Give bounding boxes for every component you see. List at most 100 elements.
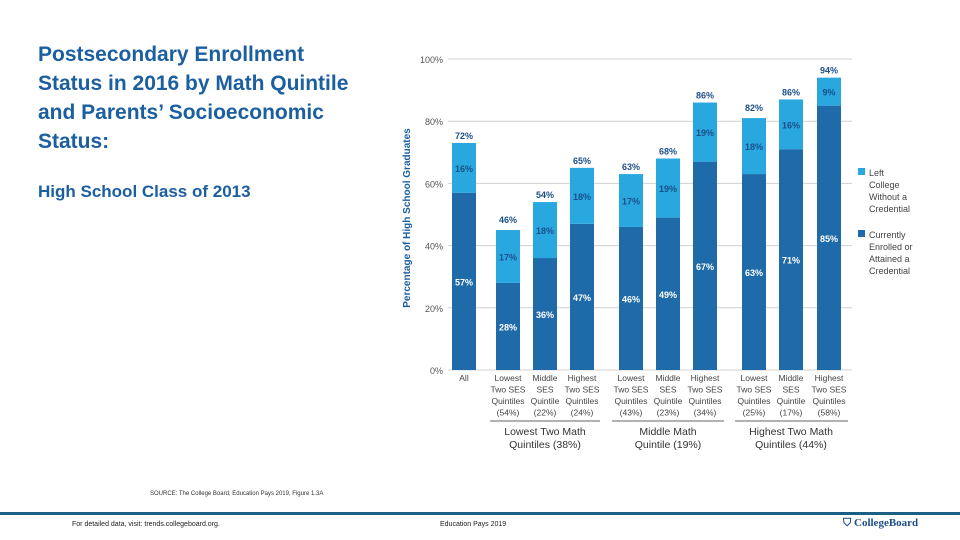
bar-enrolled bbox=[742, 174, 766, 370]
bar-enrolled bbox=[779, 149, 803, 370]
collegeboard-logo: ⛉ CollegeBoard bbox=[843, 517, 919, 529]
group-label: Quintile (19%) bbox=[635, 439, 702, 451]
footer-publication: Education Pays 2019 bbox=[440, 521, 507, 528]
legend-label: Enrolled or bbox=[869, 242, 913, 252]
x-tick-label: (24%) bbox=[571, 408, 594, 418]
total-label: 82% bbox=[745, 103, 763, 113]
value-label-left: 16% bbox=[782, 120, 800, 130]
bar-left-college bbox=[496, 230, 520, 283]
y-tick-label: 60% bbox=[425, 179, 443, 189]
bar-left-college bbox=[817, 77, 841, 106]
x-tick-label: SES bbox=[782, 385, 799, 395]
bar-enrolled bbox=[619, 226, 643, 370]
y-axis-label: Percentage of High School Graduates bbox=[402, 128, 413, 308]
bar-left-college bbox=[452, 142, 476, 193]
x-tick-label: Quintile bbox=[654, 396, 683, 406]
x-tick-label: Highest bbox=[568, 373, 597, 383]
value-label-left: 9% bbox=[822, 88, 835, 98]
total-label: 86% bbox=[696, 91, 714, 101]
x-tick-label: Highest bbox=[815, 373, 844, 383]
x-tick-label: (22%) bbox=[534, 408, 557, 418]
x-tick-label: Two SES bbox=[491, 385, 526, 395]
group-label: Lowest Two Math bbox=[504, 426, 586, 438]
x-tick-label: Middle bbox=[532, 373, 557, 383]
x-tick-label: (58%) bbox=[818, 408, 841, 418]
y-tick-label: 80% bbox=[425, 117, 443, 127]
bar-left-college bbox=[742, 118, 766, 175]
value-label-enrolled: 49% bbox=[659, 290, 677, 300]
x-tick-label: Middle bbox=[778, 373, 803, 383]
bar-enrolled bbox=[693, 161, 717, 370]
value-label-left: 16% bbox=[455, 164, 473, 174]
group-label: Quintiles (44%) bbox=[755, 439, 827, 451]
source-note: SOURCE: The College Board, Education Pay… bbox=[150, 491, 324, 497]
bar-enrolled bbox=[817, 105, 841, 371]
bar-enrolled bbox=[452, 192, 476, 370]
x-tick-label: Quintiles bbox=[565, 396, 598, 406]
total-label: 54% bbox=[536, 190, 554, 200]
value-label-left: 18% bbox=[573, 192, 591, 202]
x-tick-label: SES bbox=[536, 385, 553, 395]
value-label-enrolled: 63% bbox=[745, 268, 763, 278]
logo-text: CollegeBoard bbox=[854, 517, 919, 529]
legend-label: Without a bbox=[869, 192, 907, 202]
value-label-enrolled: 57% bbox=[455, 277, 473, 287]
chart-subtitle: High School Class of 2013 bbox=[38, 182, 251, 201]
x-tick-label: All bbox=[459, 373, 469, 383]
x-tick-label: Middle bbox=[655, 373, 680, 383]
x-tick-label: Two SES bbox=[565, 385, 600, 395]
value-label-enrolled: 28% bbox=[499, 322, 517, 332]
value-label-left: 19% bbox=[696, 128, 714, 138]
total-label: 94% bbox=[820, 66, 838, 76]
x-tick-label: Lowest bbox=[741, 373, 769, 383]
x-tick-label: (54%) bbox=[497, 408, 520, 418]
x-tick-label: Lowest bbox=[618, 373, 646, 383]
bar-enrolled bbox=[496, 282, 520, 370]
y-tick-label: 100% bbox=[420, 55, 443, 65]
stacked-bar-chart: 0% 20% 40% 60% 80% 100% Percentage of High Sch… bbox=[402, 55, 913, 451]
chart-title: Postsecondary Enrollment Status in 2016 … bbox=[38, 43, 349, 153]
bar-enrolled bbox=[656, 217, 680, 370]
x-tick-label: Two SES bbox=[737, 385, 772, 395]
bar-left-college bbox=[693, 102, 717, 162]
y-tick-label: 0% bbox=[430, 366, 443, 376]
x-tick-label: (25%) bbox=[743, 408, 766, 418]
x-tick-label: Quintiles bbox=[737, 396, 770, 406]
x-tick-label: (34%) bbox=[694, 408, 717, 418]
x-tick-label: Lowest bbox=[495, 373, 523, 383]
total-label: 68% bbox=[659, 147, 677, 157]
footer-divider bbox=[0, 512, 960, 515]
x-tick-label: Quintiles bbox=[812, 396, 845, 406]
x-tick-label: (23%) bbox=[657, 408, 680, 418]
x-tick-label: Quintiles bbox=[491, 396, 524, 406]
x-tick-label: Quintile bbox=[777, 396, 806, 406]
legend-label: College bbox=[869, 180, 900, 190]
value-label-left: 18% bbox=[536, 226, 554, 236]
value-label-left: 19% bbox=[659, 184, 677, 194]
value-label-enrolled: 47% bbox=[573, 293, 591, 303]
legend-label: Left bbox=[869, 168, 885, 178]
value-label-left: 18% bbox=[745, 142, 763, 152]
x-tick-label: Two SES bbox=[614, 385, 649, 395]
x-tick-label: Quintile bbox=[531, 396, 560, 406]
x-tick-label: Quintiles bbox=[614, 396, 647, 406]
bar-left-college bbox=[570, 167, 594, 224]
group-label: Middle Math bbox=[639, 426, 696, 438]
bar-enrolled bbox=[570, 223, 594, 370]
total-label: 72% bbox=[455, 131, 473, 141]
value-label-enrolled: 67% bbox=[696, 262, 714, 272]
group-label: Quintiles (38%) bbox=[509, 439, 581, 451]
y-tick-label: 40% bbox=[425, 242, 443, 252]
bar-left-college bbox=[533, 202, 557, 259]
x-tick-label: Highest bbox=[691, 373, 720, 383]
total-label: 65% bbox=[573, 156, 591, 166]
value-label-enrolled: 36% bbox=[536, 310, 554, 320]
bar-enrolled bbox=[533, 258, 557, 370]
legend-swatch bbox=[858, 168, 865, 175]
bar-left-college bbox=[619, 174, 643, 227]
value-label-left: 17% bbox=[499, 252, 517, 262]
bar-left-college bbox=[656, 158, 680, 218]
x-tick-label: (17%) bbox=[780, 408, 803, 418]
total-label: 86% bbox=[782, 87, 800, 97]
total-label: 63% bbox=[622, 162, 640, 172]
